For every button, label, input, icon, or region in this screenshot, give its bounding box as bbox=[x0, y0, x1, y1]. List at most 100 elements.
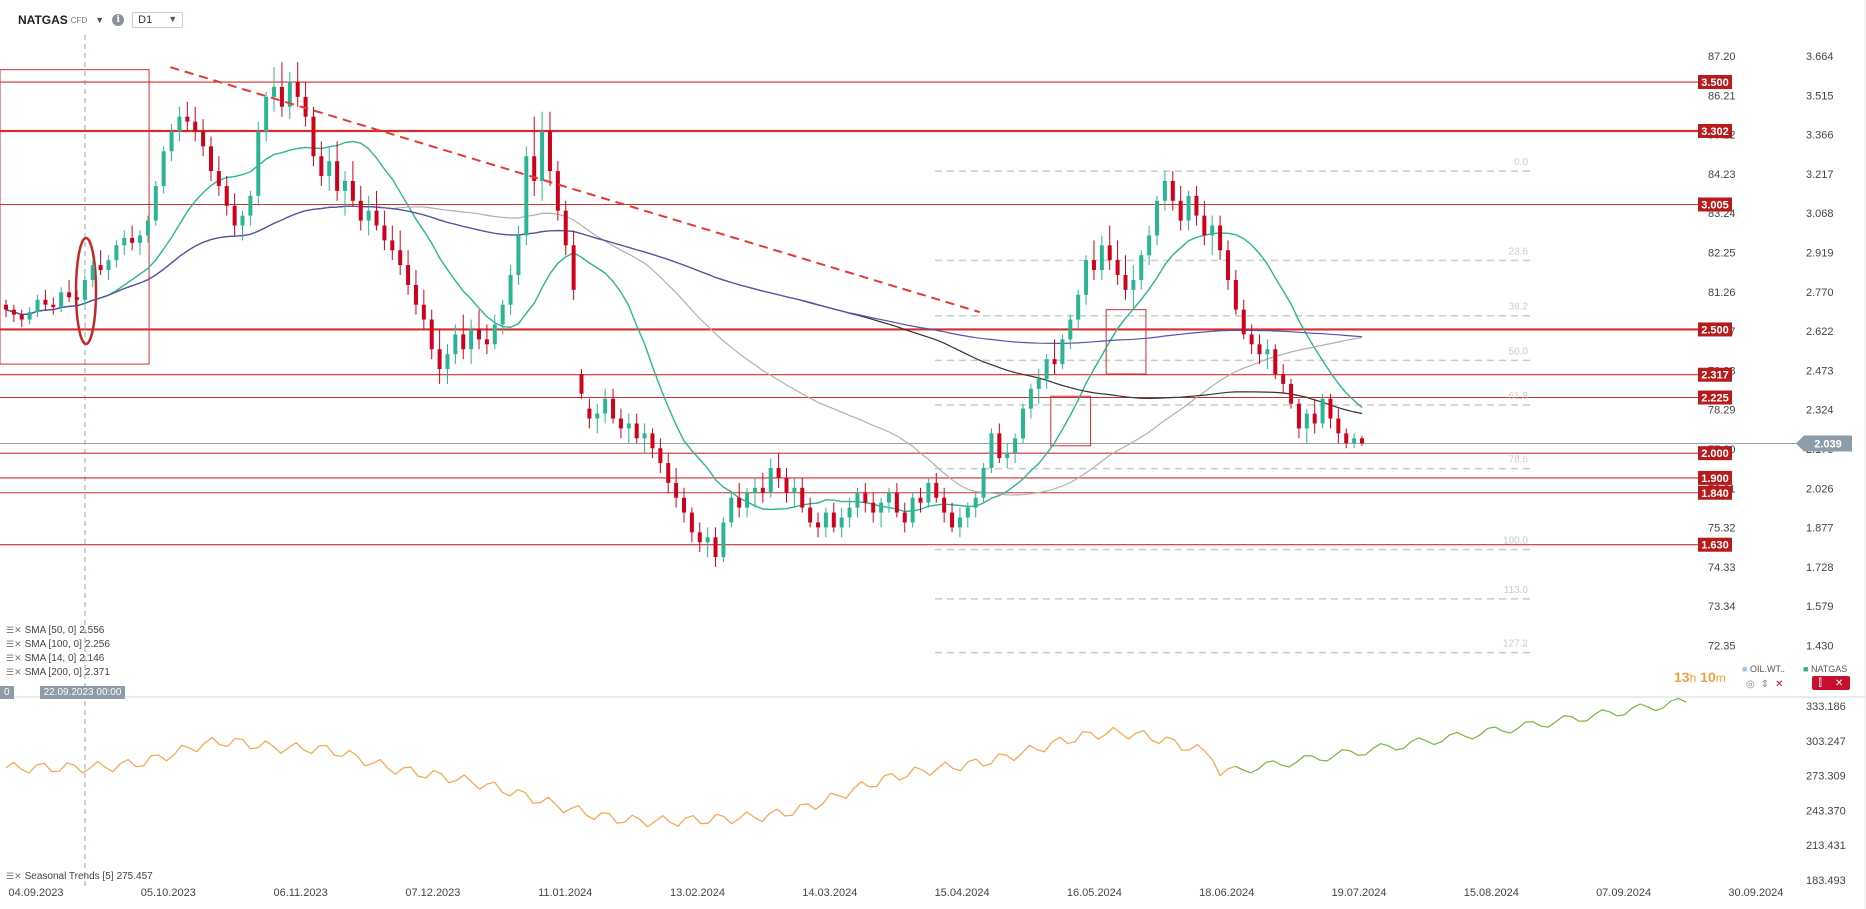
candle-body bbox=[1202, 215, 1207, 236]
level-label-bg bbox=[1698, 537, 1732, 552]
candle-body bbox=[532, 156, 537, 181]
seasonal-tick-label: 273.309 bbox=[1806, 771, 1846, 783]
sma-legend-50[interactable]: ☰✕ SMA [50, 0] 2.556 bbox=[6, 625, 104, 636]
settings-icon[interactable]: ☰✕ bbox=[6, 667, 22, 677]
candle-body bbox=[201, 131, 206, 147]
timeframe-select[interactable]: D1 ▼ bbox=[132, 12, 184, 28]
info-icon[interactable]: i bbox=[112, 14, 125, 26]
settings-icon[interactable]: ☰✕ bbox=[6, 639, 22, 649]
candle-body bbox=[910, 497, 915, 523]
level-label: 3.005 bbox=[1701, 199, 1729, 211]
countdown-minutes: 10 bbox=[1700, 669, 1716, 685]
price-tick-label: 75.32 bbox=[1708, 523, 1736, 535]
compare-symbol-label: NATGAS bbox=[1810, 664, 1848, 674]
candle-body bbox=[926, 482, 931, 503]
countdown-h: h bbox=[1689, 671, 1697, 685]
price-tick-label: 73.34 bbox=[1708, 601, 1736, 613]
candle-body bbox=[689, 512, 694, 533]
current-price-badge bbox=[1796, 435, 1852, 452]
close-icon[interactable]: ✕ bbox=[1835, 677, 1844, 689]
candle-body bbox=[437, 349, 442, 370]
natgas-series-controls[interactable]: ⫿ ✕ bbox=[1812, 676, 1850, 690]
candle-body bbox=[1052, 359, 1057, 365]
candle-body bbox=[571, 245, 576, 290]
candle-body bbox=[682, 497, 686, 513]
candle-body bbox=[114, 245, 119, 261]
symbol-label[interactable]: NATGAS bbox=[18, 13, 68, 27]
candle-body bbox=[634, 423, 639, 439]
candle-body bbox=[461, 334, 466, 350]
eye-icon[interactable]: ◎ bbox=[1746, 679, 1755, 690]
candle-body bbox=[823, 512, 828, 528]
right-tick-label: 2.622 bbox=[1806, 326, 1834, 338]
level-label: 2.225 bbox=[1701, 392, 1729, 404]
candle-body bbox=[713, 537, 718, 558]
x-tick-label: 06.11.2023 bbox=[273, 887, 327, 899]
seasonal-legend[interactable]: ☰✕ Seasonal Trends [5] 275.457 bbox=[6, 871, 153, 882]
candle-body bbox=[177, 116, 182, 132]
candle-body bbox=[272, 86, 277, 97]
candle-body bbox=[358, 200, 363, 221]
candle-body bbox=[1013, 438, 1018, 454]
close-icon[interactable]: ✕ bbox=[1775, 679, 1784, 690]
settings-icon[interactable]: ☰✕ bbox=[6, 625, 22, 635]
candle-body bbox=[729, 497, 734, 523]
candle-body bbox=[957, 517, 962, 528]
right-tick-label: 1.728 bbox=[1806, 562, 1834, 574]
candle-body bbox=[879, 502, 884, 513]
seasonal-tick-label: 243.370 bbox=[1806, 805, 1846, 817]
candle-body bbox=[421, 304, 426, 320]
candle-body bbox=[1162, 180, 1167, 201]
candle-body bbox=[1060, 339, 1065, 365]
candle-body bbox=[193, 121, 198, 132]
candle-body bbox=[1155, 200, 1160, 236]
right-tick-label: 2.770 bbox=[1806, 287, 1834, 299]
candle-body bbox=[1005, 453, 1010, 459]
candle-body bbox=[469, 329, 474, 350]
right-tick-label: 3.515 bbox=[1806, 90, 1834, 102]
candle-body bbox=[603, 398, 608, 414]
sma-legend-200[interactable]: ☰✕ SMA [200, 0] 2.371 bbox=[6, 667, 110, 678]
candle-body bbox=[863, 492, 868, 503]
candle-body bbox=[973, 497, 978, 508]
candle-body bbox=[1344, 433, 1349, 444]
compare-controls: ◎ ⇕ ✕ bbox=[1746, 679, 1784, 690]
level-label-bg bbox=[1698, 322, 1732, 337]
candle-body bbox=[752, 487, 757, 493]
right-tick-label: 1.579 bbox=[1806, 601, 1834, 613]
candle-body bbox=[1312, 413, 1317, 424]
candle-body bbox=[508, 275, 513, 305]
price-tick-label: 86.21 bbox=[1708, 90, 1736, 102]
candle-body bbox=[413, 284, 418, 305]
sma-legend-100[interactable]: ☰✕ SMA [100, 0] 2.256 bbox=[6, 639, 110, 650]
right-tick-label: 1.430 bbox=[1806, 641, 1834, 653]
settings-icon[interactable]: ☰✕ bbox=[6, 653, 22, 663]
price-tick-label: 87.20 bbox=[1708, 51, 1736, 63]
candles-icon[interactable]: ⫿ bbox=[1818, 677, 1822, 689]
candle-body bbox=[1099, 245, 1104, 271]
symbol-dropdown-icon[interactable]: ▼ bbox=[95, 15, 105, 25]
candle-body bbox=[240, 215, 245, 226]
compare-symbol-oil[interactable]: ■ OIL.WT.. bbox=[1742, 664, 1785, 674]
candle-body bbox=[390, 240, 395, 251]
compare-symbol-natgas[interactable]: ■ NATGAS bbox=[1803, 664, 1847, 674]
candle-body bbox=[224, 185, 229, 206]
candle-body bbox=[279, 86, 284, 107]
sma-label: SMA [200, 0] bbox=[24, 667, 82, 678]
candle-body bbox=[1131, 279, 1136, 290]
candle-body bbox=[547, 131, 552, 172]
settings-icon[interactable]: ☰✕ bbox=[6, 871, 22, 881]
seasonal-tick-label: 213.431 bbox=[1806, 840, 1846, 852]
price-tick-label: 72.35 bbox=[1708, 641, 1736, 653]
sort-icon[interactable]: ⇕ bbox=[1760, 679, 1770, 690]
candle-body bbox=[1249, 334, 1254, 345]
candle-body bbox=[618, 418, 623, 429]
candle-body bbox=[595, 413, 600, 419]
timeframe-value: D1 bbox=[138, 14, 153, 26]
highlight-zone bbox=[1050, 395, 1092, 447]
candle-body bbox=[145, 220, 150, 236]
sma-legend-14[interactable]: ☰✕ SMA [14, 0] 2.146 bbox=[6, 653, 104, 664]
candle-body bbox=[1352, 438, 1357, 444]
square-icon: ■ bbox=[1742, 664, 1748, 674]
